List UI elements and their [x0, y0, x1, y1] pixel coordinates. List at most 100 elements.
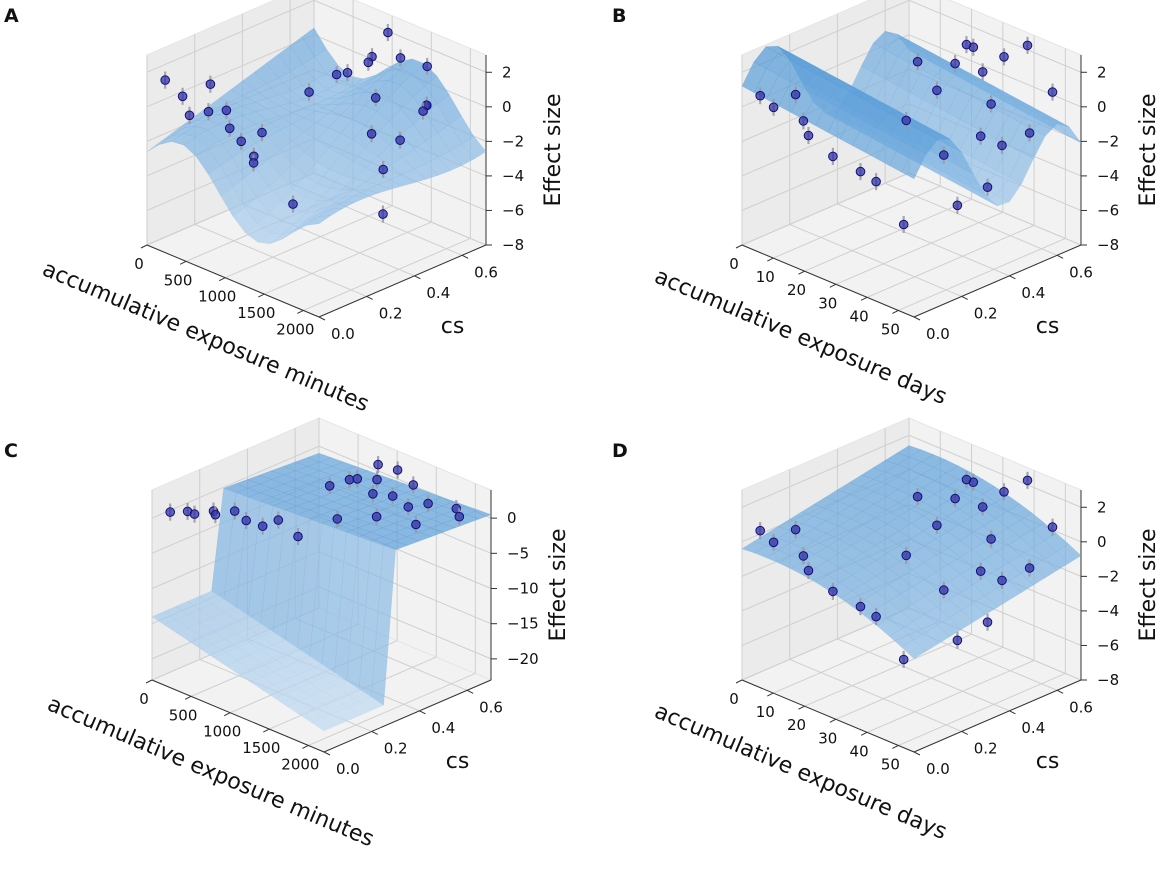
- data-point: [755, 525, 766, 536]
- data-point: [418, 106, 428, 116]
- y-tick: [419, 710, 426, 715]
- data-point: [165, 507, 175, 517]
- y-tick-label: 0.6: [1069, 263, 1093, 281]
- x-tick: [140, 244, 148, 249]
- x-tick: [184, 695, 192, 700]
- data-point: [986, 534, 996, 544]
- grid-line: [303, 237, 471, 311]
- grid-line: [741, 434, 910, 508]
- data-point: [205, 79, 216, 89]
- z-tick-label: −8: [502, 236, 524, 254]
- data-point: [257, 521, 268, 532]
- z-tick-label: 2: [1097, 498, 1107, 516]
- data-point: [184, 110, 195, 121]
- z-tick-label: −15: [507, 615, 539, 633]
- x-tick-label: 40: [850, 742, 869, 760]
- data-point: [975, 131, 986, 141]
- x-tick: [860, 731, 868, 736]
- data-point: [177, 91, 188, 102]
- grid-line: [789, 223, 962, 297]
- data-point: [1047, 522, 1058, 532]
- x-tick: [735, 679, 743, 684]
- grid-line: [884, 182, 1058, 256]
- data-point: [855, 601, 866, 612]
- y-tick-label: 0.0: [926, 325, 950, 343]
- data-point: [395, 135, 405, 145]
- z-tick-label: −6: [1097, 637, 1119, 655]
- data-point: [768, 537, 779, 548]
- data-point: [224, 123, 235, 134]
- z-tick-label: −6: [502, 202, 524, 220]
- data-point: [236, 136, 246, 147]
- z-axis-label: Effect size: [541, 94, 566, 207]
- data-point: [454, 511, 465, 522]
- x-tick: [223, 712, 231, 717]
- z-tick-label: −4: [1097, 602, 1119, 620]
- data-point: [982, 617, 993, 628]
- grid-line: [837, 638, 1010, 712]
- x-tick: [218, 277, 226, 282]
- y-tick: [1056, 254, 1064, 259]
- data-point: [1024, 563, 1035, 573]
- y-tick-label: 0.6: [479, 698, 503, 716]
- data-point: [378, 164, 389, 175]
- data-point: [1024, 128, 1035, 138]
- data-point: [961, 474, 972, 485]
- x-axis-line: [741, 244, 915, 318]
- data-point: [352, 474, 363, 484]
- x-tick: [829, 718, 837, 723]
- y-axis-line: [913, 679, 1082, 753]
- surface-patch: [311, 717, 337, 732]
- x-tick-label: 2000: [276, 321, 314, 339]
- x-tick: [860, 296, 868, 301]
- y-tick-label: 0.4: [426, 284, 450, 302]
- data-point: [1022, 40, 1033, 51]
- grid-line: [898, 672, 1066, 746]
- data-point: [790, 524, 801, 535]
- data-point: [950, 493, 960, 504]
- data-point: [901, 550, 912, 561]
- x-tick: [798, 270, 805, 275]
- z-tick-label: −20: [507, 650, 539, 668]
- x-tick-label: 10: [756, 268, 775, 286]
- z-tick-label: −8: [1097, 236, 1119, 254]
- x-tick-label: 500: [169, 706, 198, 724]
- panel-letter-d: D: [612, 440, 628, 462]
- data-point: [387, 491, 398, 501]
- grid-line: [898, 237, 1066, 311]
- grid-line: [837, 203, 1010, 277]
- data-point: [342, 67, 353, 78]
- y-tick-label: 0.4: [1021, 719, 1045, 737]
- data-point: [977, 67, 988, 77]
- x-tick: [798, 705, 805, 710]
- data-point: [366, 129, 377, 139]
- data-point: [373, 459, 383, 470]
- grid-line: [908, 172, 1082, 246]
- z-tick-label: −2: [1097, 132, 1119, 150]
- x-tick: [263, 728, 270, 733]
- data-point: [803, 130, 814, 141]
- y-axis-label: cs: [441, 314, 465, 339]
- grid-line: [908, 0, 1082, 73]
- x-tick-label: 20: [787, 281, 806, 299]
- data-point: [898, 219, 909, 230]
- y-tick-label: 0.4: [1021, 284, 1045, 302]
- x-tick-label: 50: [881, 756, 900, 774]
- x-tick-label: 0: [134, 255, 144, 273]
- data-point: [368, 489, 378, 499]
- data-point: [790, 89, 801, 100]
- data-point: [755, 90, 766, 101]
- data-point: [372, 474, 382, 485]
- y-tick: [414, 275, 421, 280]
- y-tick: [1009, 275, 1016, 280]
- data-point: [961, 39, 972, 50]
- grid-line: [264, 221, 432, 295]
- y-tick-label: 0.2: [974, 304, 998, 322]
- data-point: [975, 566, 986, 577]
- z-tick-label: 0: [502, 98, 512, 116]
- data-point: [1022, 475, 1033, 486]
- grid-line: [866, 224, 1035, 298]
